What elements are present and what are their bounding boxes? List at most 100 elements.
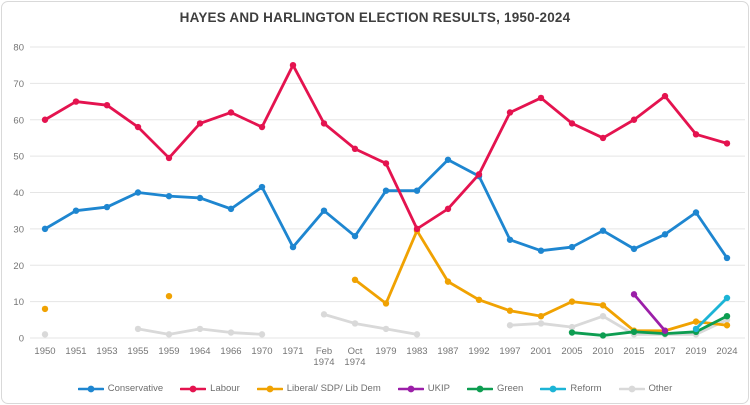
legend-label: Labour (210, 383, 240, 394)
data-point-labour (351, 145, 359, 153)
legend-label: Other (648, 383, 673, 394)
x-axis-tick-label: Oct 1974 (344, 346, 365, 368)
data-point-conservative (630, 245, 638, 253)
data-point-conservative (258, 183, 266, 191)
data-point-reform (692, 325, 700, 333)
x-axis-tick-label: 2017 (654, 346, 675, 357)
legend-label: Green (496, 383, 524, 394)
x-axis-tick-label: 1979 (375, 346, 396, 357)
legend-marker-icon (618, 385, 645, 392)
data-point-conservative (599, 227, 607, 234)
data-point-other (41, 331, 49, 338)
x-axis-tick-label: 1964 (189, 346, 210, 357)
x-axis-tick-label: 2024 (716, 346, 737, 357)
x-axis-tick-label: 1987 (437, 346, 458, 357)
data-point-liberal-sdp-lib-dem (444, 278, 452, 285)
legend-label: UKIP (427, 383, 450, 394)
data-point-other (537, 320, 545, 327)
data-point-labour (289, 61, 297, 69)
data-point-other (227, 329, 235, 336)
data-point-labour (630, 116, 638, 123)
data-point-conservative (537, 247, 545, 254)
legend-item-labour: Labour (180, 383, 240, 394)
data-point-liberal-sdp-lib-dem (351, 276, 359, 283)
data-point-labour (227, 109, 235, 116)
data-point-conservative (661, 231, 669, 238)
data-point-other (382, 325, 390, 333)
data-point-conservative (413, 187, 421, 194)
data-point-conservative (72, 207, 80, 214)
data-point-liberal-sdp-lib-dem (165, 292, 173, 300)
legend-item-reform: Reform (540, 383, 602, 394)
data-point-reform (723, 294, 731, 302)
legend-marker-icon (77, 385, 104, 392)
data-point-conservative (289, 243, 297, 251)
data-point-other (599, 312, 607, 320)
data-point-labour (72, 98, 80, 105)
x-axis-tick-label: 1955 (127, 346, 148, 357)
data-point-labour (506, 109, 514, 116)
data-point-liberal-sdp-lib-dem (723, 322, 731, 329)
y-axis-tick-label: 80 (13, 43, 24, 54)
data-point-conservative (41, 225, 49, 233)
x-axis-tick-label: 1950 (34, 346, 55, 357)
x-axis-tick-label: 1970 (251, 346, 272, 357)
data-point-other (413, 331, 421, 338)
data-point-conservative (568, 243, 576, 251)
data-point-conservative (444, 156, 452, 163)
y-axis-tick-label: 70 (13, 79, 24, 90)
data-point-other (258, 331, 266, 338)
data-point-liberal-sdp-lib-dem (599, 302, 607, 309)
legend-marker-icon (466, 385, 493, 392)
chart-legend: Conservative Labour Liberal/ SDP/ Lib Dem U… (2, 383, 748, 394)
data-point-labour (444, 205, 452, 213)
x-axis-tick-label: 1959 (158, 346, 179, 357)
data-point-other (568, 323, 576, 331)
x-axis-tick-label: 1997 (499, 346, 520, 357)
data-point-liberal-sdp-lib-dem (382, 300, 390, 307)
data-point-conservative (196, 194, 204, 202)
x-axis-tick-label: 2005 (561, 346, 582, 357)
data-point-labour (475, 171, 483, 178)
data-point-other (196, 325, 204, 333)
data-point-ukip (630, 291, 638, 298)
y-axis-tick-label: 0 (19, 334, 24, 345)
legend-label: Reform (570, 383, 602, 394)
y-axis-tick-label: 30 (13, 224, 24, 235)
x-axis-tick-label: 1953 (96, 346, 117, 357)
x-axis-tick-label: 2015 (623, 346, 644, 357)
data-point-liberal-sdp-lib-dem (41, 305, 49, 313)
y-axis-tick-label: 20 (13, 261, 24, 272)
x-axis-tick-label: Feb 1974 (313, 346, 334, 368)
data-point-labour (41, 116, 49, 123)
legend-marker-icon (180, 385, 207, 392)
series-line-conservative (43, 158, 729, 260)
data-point-conservative (506, 236, 514, 243)
y-axis-tick-label: 60 (13, 115, 24, 126)
data-point-labour (196, 120, 204, 127)
data-point-green (723, 312, 731, 320)
x-axis-tick-label: 1966 (220, 346, 241, 357)
data-point-green (568, 329, 576, 336)
series-line-other (322, 312, 419, 336)
data-point-labour (537, 94, 545, 102)
data-point-labour (134, 123, 142, 131)
series-line-ukip (632, 292, 667, 333)
legend-label: Conservative (107, 383, 164, 394)
data-point-conservative (320, 207, 328, 214)
data-point-other (506, 322, 514, 329)
data-point-liberal-sdp-lib-dem (506, 307, 514, 314)
x-axis-tick-label: 1992 (468, 346, 489, 357)
series-line-labour (43, 63, 729, 231)
series-line-green (570, 314, 729, 337)
series-line-reform (694, 296, 729, 331)
data-point-ukip (661, 327, 669, 334)
data-point-liberal-sdp-lib-dem (568, 298, 576, 305)
x-axis-tick-label: 2001 (530, 346, 551, 357)
data-point-labour (692, 131, 700, 138)
data-point-conservative (103, 203, 111, 211)
data-point-conservative (351, 232, 359, 240)
data-point-liberal-sdp-lib-dem (475, 296, 483, 304)
data-point-green (599, 332, 607, 339)
